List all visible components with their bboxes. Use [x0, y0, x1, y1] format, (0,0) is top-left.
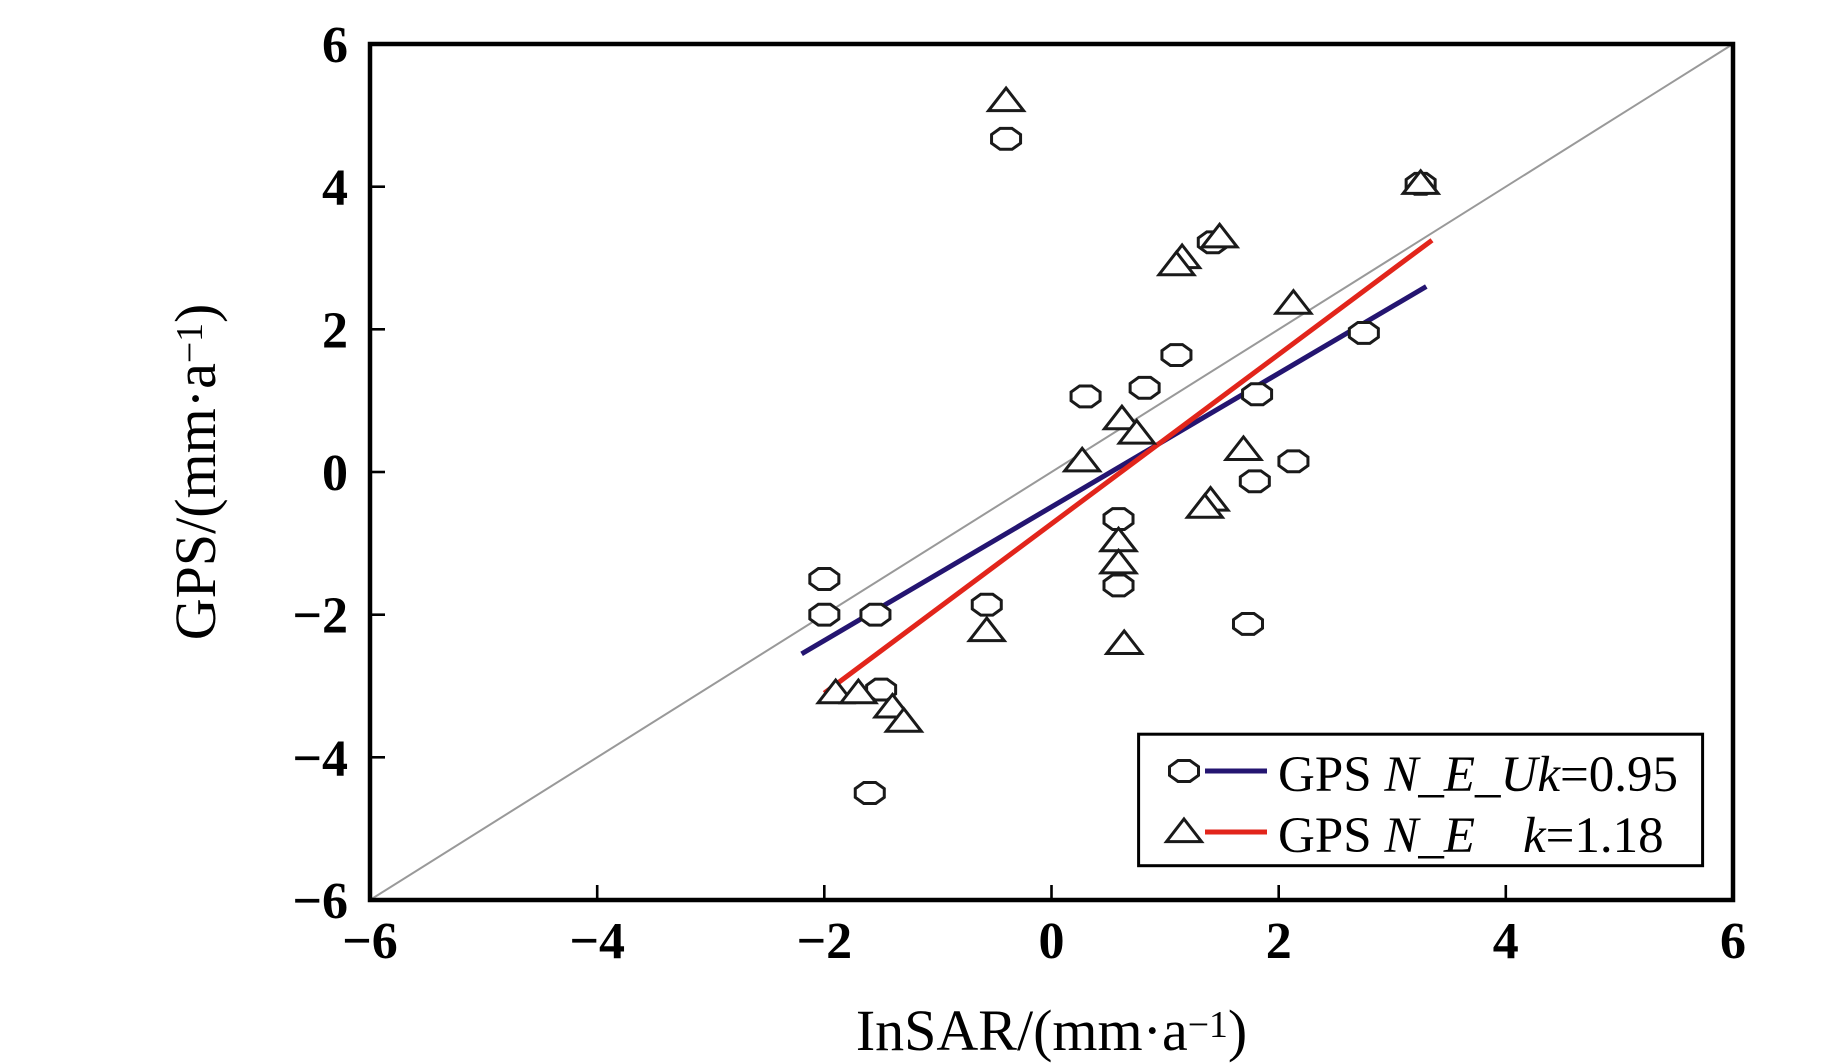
svg-text:−6: −6 — [342, 913, 398, 970]
svg-text:GPS N_Ek=1.18: GPS N_E k=1.18 — [1278, 808, 1664, 864]
svg-text:−2: −2 — [292, 588, 348, 645]
svg-text:4: 4 — [322, 160, 348, 217]
svg-text:−2: −2 — [796, 913, 852, 970]
svg-text:6: 6 — [1720, 913, 1746, 970]
svg-text:6: 6 — [322, 17, 348, 74]
svg-text:−4: −4 — [569, 913, 625, 970]
svg-text:2: 2 — [322, 302, 348, 359]
svg-text:4: 4 — [1493, 913, 1519, 970]
svg-text:GPS N_E_Uk=0.95: GPS N_E_Uk=0.95 — [1278, 747, 1678, 803]
svg-text:InSAR/(mm·a−1): InSAR/(mm·a−1) — [856, 998, 1247, 1063]
svg-text:−6: −6 — [292, 873, 348, 930]
svg-text:0: 0 — [1039, 913, 1065, 970]
svg-text:−4: −4 — [292, 730, 348, 787]
svg-text:2: 2 — [1266, 913, 1292, 970]
svg-text:0: 0 — [322, 445, 348, 502]
svg-text:GPS/(mm·a−1): GPS/(mm·a−1) — [163, 304, 228, 641]
